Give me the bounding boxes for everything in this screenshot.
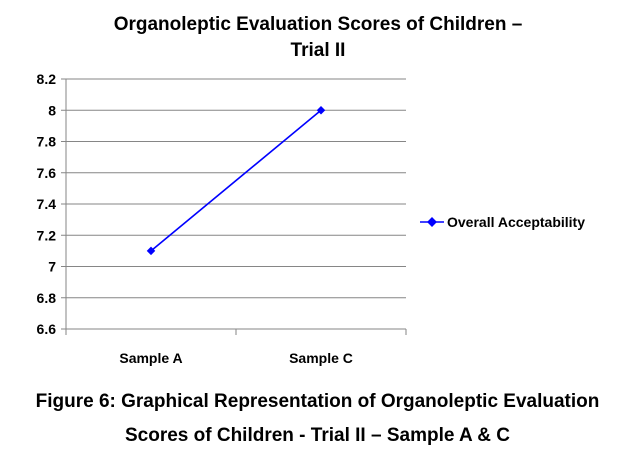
y-tick-label: 6.6: [37, 321, 57, 337]
y-tick-label: 6.8: [37, 290, 57, 306]
figure-caption-line-2: Scores of Children - Trial II – Sample A…: [124, 425, 511, 446]
legend: Overall Acceptability: [420, 214, 585, 230]
data-point: [146, 246, 156, 256]
y-tick-label: 8.2: [37, 71, 57, 87]
legend-marker: [427, 217, 437, 227]
tick-labels: 6.6 6.8 7 7.2 7.4 7.6 7.8 8 8.2 Sample A Sample C: [37, 71, 353, 366]
figure-caption-line-1: Figure 6: Graphical Representation of Or…: [35, 391, 600, 412]
axes: [61, 78, 407, 335]
series-layer: [146, 106, 326, 256]
series-line: [150, 109, 322, 252]
chart-title-line-1: Organoleptic Evaluation Scores of Childr…: [114, 14, 523, 35]
y-tick-label: 7.4: [37, 196, 57, 212]
y-tick-label: 8: [48, 102, 56, 118]
x-tick-label: Sample A: [119, 350, 182, 366]
legend-label: Overall Acceptability: [447, 214, 585, 230]
x-tick-label: Sample C: [289, 350, 353, 366]
y-tick-label: 7.8: [37, 134, 57, 150]
y-tick-label: 7.6: [37, 165, 57, 181]
data-point: [316, 106, 326, 115]
gridlines: [66, 78, 406, 299]
y-tick-label: 7: [48, 259, 56, 275]
y-tick-label: 7.2: [37, 227, 57, 243]
chart-title-line-2: Trial II: [291, 40, 346, 61]
